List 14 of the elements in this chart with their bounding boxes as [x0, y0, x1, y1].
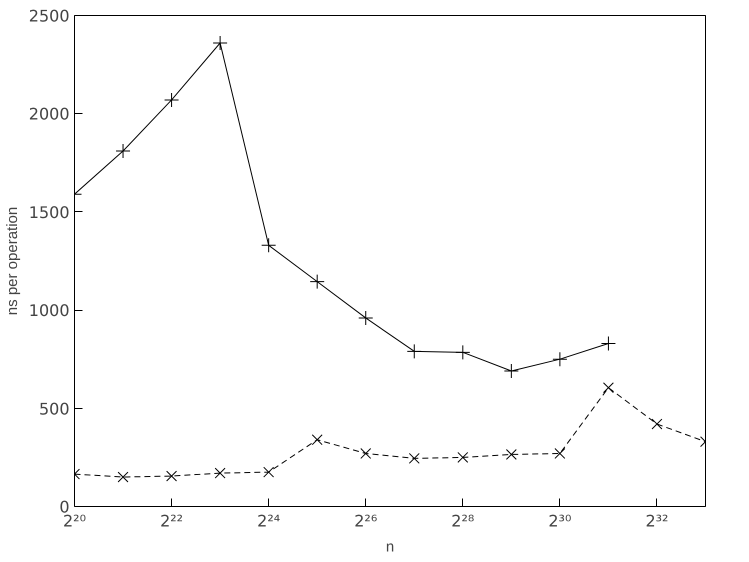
y-axis-title: ns per operation	[4, 206, 21, 316]
y-tick-label: 1000	[28, 301, 70, 320]
x-tick-label: 2³²	[645, 512, 668, 530]
y-tick-label: 1500	[28, 202, 70, 222]
x-axis-title: n	[386, 538, 394, 556]
y-tick-label: 2000	[28, 104, 70, 124]
x-tick-label: 2²⁴	[257, 512, 280, 530]
x-tick-label: 2³⁰	[548, 512, 572, 530]
y-tick-label: 2500	[28, 6, 70, 26]
x-tick-label: 2²⁸	[451, 512, 474, 530]
y-tick-label: 500	[38, 399, 70, 418]
x-tick-label: 2²⁶	[354, 512, 378, 530]
x-tick-label: 2²⁰	[62, 512, 86, 530]
x-tick-label: 2²²	[160, 512, 184, 530]
